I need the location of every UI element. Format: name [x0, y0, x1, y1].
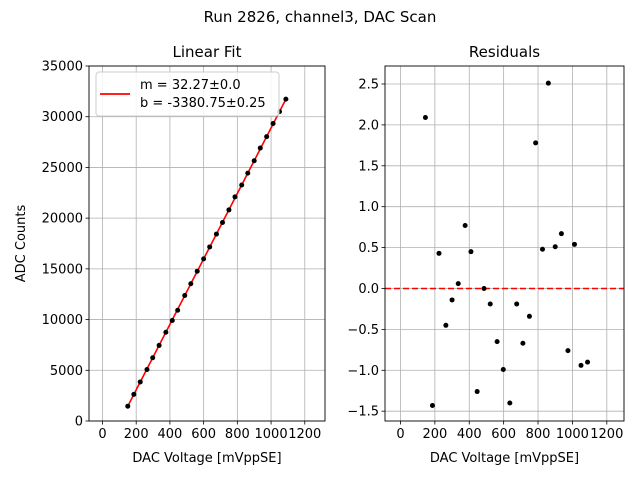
data-point	[520, 340, 526, 346]
x-tick-label: 400	[158, 427, 183, 442]
data-point	[422, 115, 428, 121]
y-tick-label: 25000	[42, 161, 83, 176]
data-point	[232, 194, 238, 200]
x-tick-label: 600	[491, 427, 516, 442]
x-axis-label: DAC Voltage [mVppSE]	[430, 451, 579, 466]
y-tick-label: 35000	[42, 60, 83, 75]
data-point	[514, 301, 520, 307]
x-tick-label: 200	[124, 427, 149, 442]
y-tick-label: 10000	[42, 313, 83, 328]
data-point	[552, 244, 558, 250]
y-tick-label: −1.0	[347, 364, 379, 379]
data-point	[201, 256, 207, 262]
data-point	[494, 339, 500, 345]
data-point	[585, 359, 591, 365]
data-point	[539, 246, 545, 252]
data-point	[175, 307, 181, 313]
y-tick-label: 1.0	[358, 200, 379, 215]
residuals-plot: 0 200 400 600 800 1000 1200 −1.5 −1.0 −0.5 0.0 0.5 1…	[347, 43, 625, 466]
data-point	[169, 317, 175, 323]
figure-suptitle: Run 2826, channel3, DAC Scan	[204, 8, 437, 26]
data-point	[571, 241, 577, 247]
data-point	[188, 281, 194, 287]
data-point	[500, 366, 506, 372]
data-point	[565, 348, 571, 354]
data-point	[245, 170, 251, 176]
data-point	[207, 244, 213, 250]
x-tick-label: 1000	[255, 427, 288, 442]
axes-frame	[88, 65, 326, 422]
data-point	[144, 366, 150, 372]
y-tick-label: 0.5	[358, 241, 379, 256]
x-tick-label: 1200	[288, 427, 321, 442]
data-point	[462, 223, 468, 229]
data-point	[220, 220, 226, 226]
data-point	[125, 403, 131, 409]
data-point	[137, 379, 143, 385]
y-tick-label: 2.0	[358, 118, 379, 133]
data-point	[507, 400, 513, 406]
data-point	[449, 297, 455, 303]
data-point	[558, 231, 564, 237]
legend-box	[95, 71, 280, 117]
y-tick-label: 15000	[42, 262, 83, 277]
data-point	[429, 402, 435, 408]
legend-entry-intercept: b = -3380.75±0.25	[140, 96, 266, 111]
data-point	[533, 140, 539, 146]
x-tick-label: 0	[98, 427, 106, 442]
data-point	[545, 80, 551, 86]
x-tick-label: 600	[191, 427, 216, 442]
x-tick-label: 200	[422, 427, 447, 442]
data-point	[487, 301, 493, 307]
x-tick-label: 1000	[556, 427, 589, 442]
y-tick-label: 30000	[42, 110, 83, 125]
data-point	[182, 293, 188, 299]
y-tick-label: 1.5	[358, 159, 379, 174]
data-point	[474, 389, 480, 395]
linear-fit-plot: 0 200 400 600 800 1000 1200 0 5000 10000 15000 2000…	[14, 43, 326, 466]
y-tick-label: −1.5	[347, 405, 379, 420]
y-tick-label: 20000	[42, 212, 83, 227]
data-point	[264, 134, 270, 140]
y-axis-label: ADC Counts	[14, 205, 29, 283]
data-point	[283, 96, 289, 102]
data-point	[270, 121, 276, 127]
data-point	[481, 285, 487, 291]
x-tick-label: 0	[396, 427, 404, 442]
data-point	[436, 250, 442, 256]
y-tick-label: 0	[75, 415, 83, 430]
x-tick-label: 1200	[590, 427, 623, 442]
data-point	[194, 268, 200, 274]
data-point	[578, 362, 584, 368]
data-point	[226, 207, 232, 213]
data-point	[163, 329, 169, 335]
y-tick-label: 5000	[50, 364, 83, 379]
x-tick-label: 400	[457, 427, 482, 442]
data-point	[455, 281, 461, 287]
data-point	[150, 355, 156, 361]
data-point	[251, 158, 257, 164]
x-tick-label: 800	[225, 427, 250, 442]
data-point	[443, 322, 449, 328]
y-tick-label: 2.5	[358, 77, 379, 92]
data-point	[468, 249, 474, 255]
data-point	[526, 313, 532, 319]
data-point	[156, 342, 162, 348]
y-tick-label: −0.5	[347, 323, 379, 338]
legend-entry-slope: m = 32.27±0.0	[140, 78, 241, 93]
data-point	[239, 182, 245, 188]
data-point	[257, 145, 263, 151]
x-axis-label: DAC Voltage [mVppSE]	[132, 451, 281, 466]
data-point	[131, 391, 137, 397]
chart-title: Linear Fit	[173, 43, 242, 61]
x-tick-label: 800	[526, 427, 551, 442]
chart-title: Residuals	[469, 43, 540, 61]
axes-frame	[384, 65, 625, 422]
y-tick-label: 0.0	[358, 282, 379, 297]
data-point	[213, 231, 219, 237]
